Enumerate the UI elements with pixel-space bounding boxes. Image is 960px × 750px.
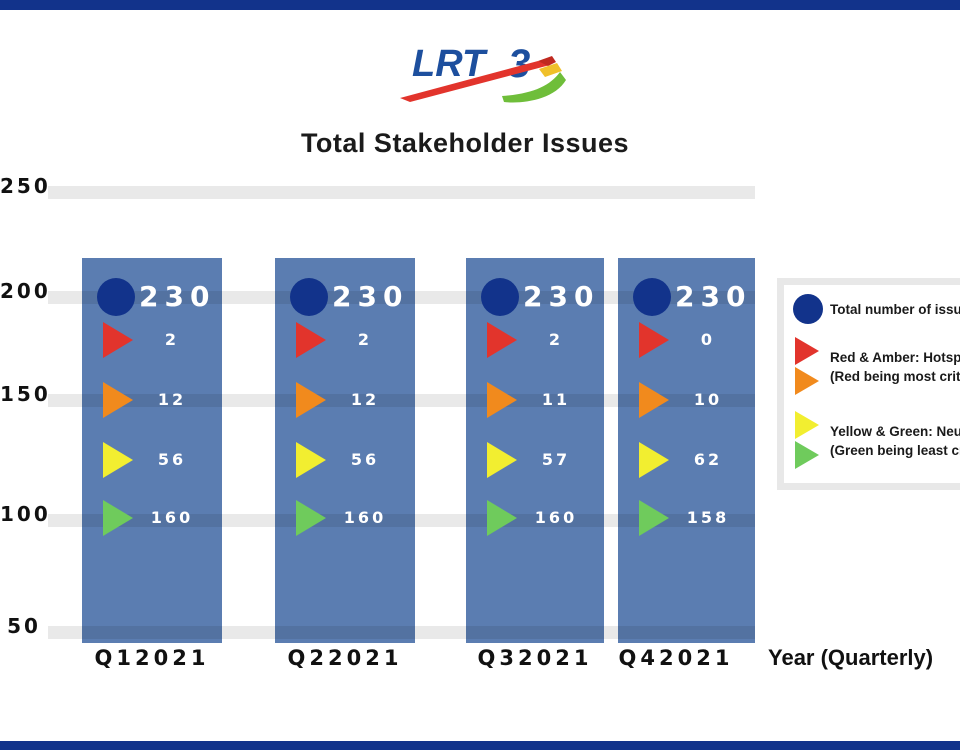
legend-total-circle-icon [793,294,823,324]
red-triangle-icon [487,322,517,358]
gridline-100 [48,514,755,527]
logo-swoosh-darkred-tip [538,56,556,66]
total-value: 230 [139,280,216,313]
legend-red-triangle-icon [795,337,819,365]
red-value: 2 [164,330,180,349]
amber-triangle-icon [639,382,669,418]
green-value: 160 [534,508,578,527]
green-value: 160 [343,508,387,527]
amber-value: 10 [693,390,723,409]
red-triangle-icon [639,322,669,358]
bottom-accent-band [0,741,960,750]
legend: Total number of issues Red & Amber: Hots… [777,278,960,490]
yellow-triangle-icon [639,442,669,478]
y-tick-250: 250 [0,174,51,198]
yellow-triangle-icon [103,442,133,478]
logo-unit-text: 3 [508,42,530,86]
legend-total-label: Total number of issues [830,302,960,317]
green-triangle-icon [639,500,669,536]
total-issues-icon [97,278,135,316]
green-triangle-icon [296,500,326,536]
total-issues-icon [633,278,671,316]
green-triangle-icon [487,500,517,536]
amber-value: 11 [541,390,571,409]
x-tick-q1-2021: Q12021 [94,646,210,670]
bar-q2-2021: 230 2 12 56 160 [275,258,415,643]
red-triangle-icon [296,322,326,358]
amber-triangle-icon [296,382,326,418]
gridline-50 [48,626,755,639]
amber-value: 12 [350,390,380,409]
gridline-250 [48,186,755,199]
amber-triangle-icon [487,382,517,418]
logo-swoosh-red [400,61,550,102]
y-tick-200: 200 [0,279,51,303]
legend-neutral-line1: Yellow & Green: Neutral [830,424,960,439]
legend-yellow-triangle-icon [795,411,819,439]
red-triangle-icon [103,322,133,358]
total-value: 230 [675,280,752,313]
legend-hotspots-line1: Red & Amber: Hotspots [830,350,960,365]
yellow-value: 56 [350,450,380,469]
y-tick-50: 50 [7,614,41,638]
red-value: 2 [357,330,373,349]
legend-green-triangle-icon [795,441,819,469]
legend-neutral-label: Yellow & Green: Neutral (Green being lea… [830,422,960,460]
gridline-150 [48,394,755,407]
red-value: 0 [700,330,716,349]
bar-q4-2021: 230 0 10 62 158 [618,258,755,643]
yellow-triangle-icon [296,442,326,478]
amber-triangle-icon [103,382,133,418]
total-value: 230 [523,280,600,313]
logo-swoosh-green [502,72,566,103]
total-value: 230 [332,280,409,313]
yellow-value: 57 [541,450,571,469]
gridline-200 [48,291,755,304]
total-issues-icon [481,278,519,316]
red-value: 2 [548,330,564,349]
legend-inner: Total number of issues Red & Amber: Hots… [784,285,960,483]
x-tick-q4-2021: Q42021 [618,646,734,670]
yellow-triangle-icon [487,442,517,478]
top-accent-band [0,0,960,10]
y-tick-150: 150 [0,382,51,406]
legend-amber-triangle-icon [795,367,819,395]
total-issues-icon [290,278,328,316]
amber-value: 12 [157,390,187,409]
legend-hotspots-line2: (Red being most critical) [830,369,960,384]
green-value: 160 [150,508,194,527]
green-triangle-icon [103,500,133,536]
bar-q1-2021: 230 2 12 56 160 [82,258,222,643]
page-title: Total Stakeholder Issues [300,128,630,158]
legend-hotspots-label: Red & Amber: Hotspots (Red being most cr… [830,348,960,386]
y-tick-100: 100 [0,502,51,526]
yellow-value: 56 [157,450,187,469]
yellow-value: 62 [693,450,723,469]
lrt3-logo: LRT 3 [400,42,566,103]
x-axis-title: Year (Quarterly) [768,645,934,670]
green-value: 158 [686,508,730,527]
legend-neutral-line2: (Green being least critical) [830,443,960,458]
bar-q3-2021: 230 2 11 57 160 [466,258,604,643]
x-tick-q3-2021: Q32021 [477,646,593,670]
x-tick-q2-2021: Q22021 [287,646,403,670]
logo-swoosh-yellow [539,63,562,77]
